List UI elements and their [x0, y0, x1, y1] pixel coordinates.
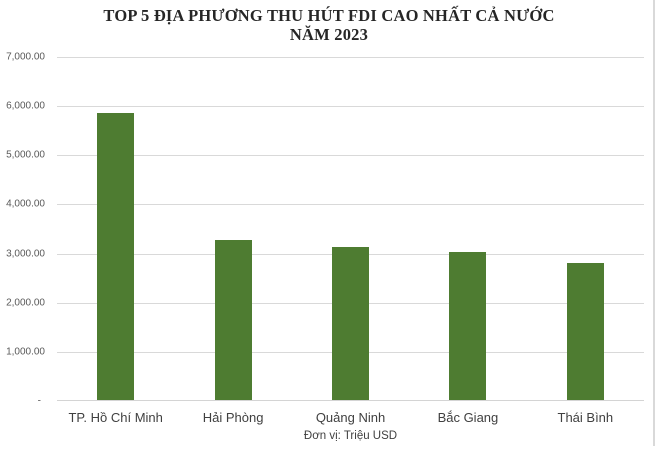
y-tick-label: 4,000.00	[6, 198, 45, 210]
chart-title-line-2: NĂM 2023	[289, 25, 369, 44]
y-tick-label: 3,000.00	[6, 248, 45, 260]
y-tick-label: 6,000.00	[6, 100, 45, 112]
x-category-label: Quảng Ninh	[315, 410, 386, 425]
y-tick-label: 7,000.00	[6, 51, 45, 63]
x-axis-line	[57, 400, 644, 401]
right-edge-line	[653, 0, 655, 446]
bar-1	[97, 112, 135, 400]
y-tick-label: 5,000.00	[6, 149, 45, 161]
bar-3	[332, 247, 369, 400]
bar-4	[449, 252, 487, 400]
x-category-label: Thái Bình	[557, 410, 614, 425]
x-category-label: Hải Phòng	[202, 410, 264, 425]
bar-5	[566, 262, 604, 400]
unit-note: Đơn vị: Triệu USD	[303, 430, 398, 442]
gridline	[57, 204, 644, 206]
y-tick-label: -	[37, 395, 41, 407]
gridline	[57, 155, 644, 157]
x-category-label: TP. Hồ Chí Minh	[68, 410, 163, 425]
x-category-label: Bắc Giang	[437, 410, 499, 425]
chart-title: TOP 5 ĐỊA PHƯƠNG THU HÚT FDI CAO NHẤT CẢ…	[0, 6, 658, 44]
y-tick-label: 1,000.00	[6, 346, 45, 358]
gridline	[57, 57, 644, 58]
y-tick-label: 2,000.00	[6, 297, 45, 309]
bar-2	[214, 239, 252, 400]
gridline	[57, 106, 644, 108]
chart-title-line-1: TOP 5 ĐỊA PHƯƠNG THU HÚT FDI CAO NHẤT CẢ…	[103, 6, 555, 25]
plot-area	[57, 57, 644, 401]
y-axis: - 1,000.00 2,000.00 3,000.00 4,000.00 5,000.0…	[0, 52, 45, 407]
x-axis: TP. Hồ Chí Minh Hải Phòng Quảng Ninh Bắc Gi…	[57, 410, 644, 425]
